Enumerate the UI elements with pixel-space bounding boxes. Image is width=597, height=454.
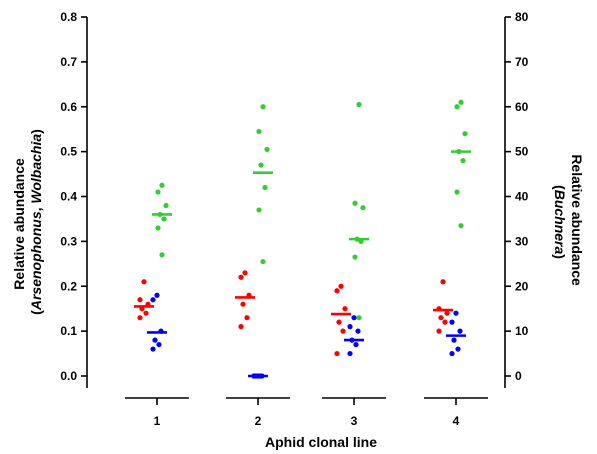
data-point: [347, 324, 353, 330]
data-point: [154, 292, 160, 298]
data-point: [440, 279, 446, 285]
data-point: [137, 297, 143, 303]
y-axis-left-title: Relative abundance (Arsenophonus, Wolbac…: [11, 129, 44, 315]
x-tick-label: 3: [351, 414, 358, 428]
y-left-tick-label: 0.5: [60, 145, 77, 159]
data-point: [334, 350, 340, 357]
x-axis-title: Aphid clonal line: [265, 434, 377, 450]
data-point: [150, 346, 156, 352]
data-point: [244, 315, 250, 321]
y-axis-right-title-line1: Relative abundance: [569, 154, 585, 286]
y-left-tick-label: 0.7: [60, 55, 77, 69]
data-point: [262, 184, 268, 191]
y-right-tick-label: 10: [515, 324, 529, 338]
data-point: [455, 346, 461, 352]
data-point: [334, 288, 340, 294]
data-point: [260, 104, 266, 110]
data-point: [161, 216, 167, 222]
y-axis-left-title-line1: Relative abundance: [11, 158, 27, 290]
data-point: [141, 279, 147, 285]
data-point: [436, 328, 442, 334]
y-left-tick-label: 0.8: [60, 10, 77, 24]
data-point: [258, 162, 264, 168]
data-point: [458, 99, 464, 105]
data-point: [438, 315, 444, 321]
y-left-tick-label: 0.1: [60, 324, 77, 338]
chart-marks: [134, 99, 471, 379]
x-tick-label: 2: [255, 414, 262, 428]
data-point: [156, 341, 162, 348]
y-left-tick-label: 0.6: [60, 100, 77, 114]
data-point: [356, 101, 362, 108]
data-point: [152, 337, 158, 343]
data-point: [355, 328, 361, 334]
data-point: [155, 189, 161, 195]
y-right-tick-label: 50: [515, 145, 529, 159]
y-left-tick-label: 0.2: [60, 279, 77, 293]
data-point: [449, 319, 455, 325]
data-point: [242, 270, 248, 276]
data-point: [351, 315, 357, 321]
data-point: [460, 158, 466, 164]
y-axis-left-title-line2: (Arsenophonus, Wolbachia): [28, 129, 44, 315]
data-point: [150, 297, 156, 303]
data-point: [342, 306, 348, 312]
data-point: [336, 319, 342, 325]
y-right-tick-label: 70: [515, 55, 529, 69]
data-point: [240, 301, 246, 307]
y-left-tick-label: 0.4: [60, 190, 77, 204]
data-point: [163, 202, 169, 209]
axes: 0.0 0.1 0.2 0.3 0.4 0.5 0.6 0.7 0.8 0 10 20 30 40 50 60…: [60, 10, 528, 428]
data-point: [352, 200, 358, 206]
data-point: [143, 310, 149, 316]
data-point: [353, 341, 359, 348]
data-point: [352, 254, 358, 260]
y-left-tick-label: 0.0: [60, 369, 77, 383]
data-point: [462, 131, 468, 137]
y-right-tick-label: 80: [515, 10, 529, 24]
data-point: [256, 128, 262, 135]
data-point: [458, 223, 464, 229]
data-point: [159, 182, 165, 188]
y-axis-right-title: Relative abundance (Buchnera): [552, 154, 585, 289]
data-point: [340, 328, 346, 334]
data-point: [454, 189, 460, 195]
data-point: [238, 274, 244, 280]
data-point: [264, 146, 270, 152]
data-point: [256, 207, 262, 213]
data-point: [347, 350, 353, 357]
y-right-tick-label: 40: [515, 190, 529, 204]
data-point: [137, 315, 143, 321]
y-right-tick-label: 0: [515, 369, 522, 383]
x-tick-label: 4: [453, 414, 460, 428]
x-tick-label: 1: [154, 414, 161, 428]
data-point: [155, 225, 161, 231]
data-point: [356, 315, 362, 321]
data-point: [457, 328, 463, 334]
data-point: [338, 283, 344, 289]
y-right-tick-label: 60: [515, 100, 529, 114]
y-axis-right-title-line2: (Buchnera): [552, 185, 568, 259]
data-point: [360, 205, 366, 211]
y-left-tick-label: 0.3: [60, 234, 77, 248]
data-point: [449, 350, 455, 357]
y-right-tick-label: 20: [515, 279, 529, 293]
y-right-tick-label: 30: [515, 234, 529, 248]
data-point: [451, 337, 457, 343]
data-point: [159, 252, 165, 258]
data-point: [453, 310, 459, 316]
data-point: [444, 310, 450, 316]
data-point: [454, 104, 460, 110]
data-point: [238, 324, 244, 330]
data-point: [442, 319, 448, 325]
data-point: [260, 258, 266, 265]
